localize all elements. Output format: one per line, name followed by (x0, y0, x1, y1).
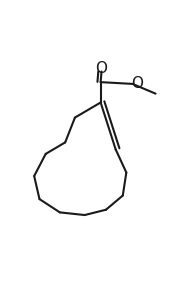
Text: O: O (96, 61, 107, 76)
Text: O: O (131, 76, 143, 91)
